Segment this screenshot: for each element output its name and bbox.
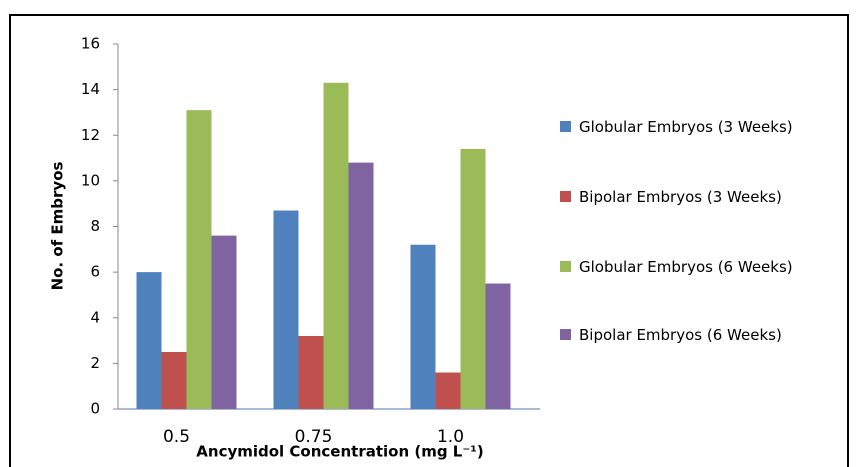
legend-label: Bipolar Embryos (6 Weeks)	[579, 326, 782, 344]
x-tick-label: 0.75	[295, 427, 333, 447]
bar	[435, 372, 461, 409]
bar	[410, 244, 436, 409]
bar	[460, 148, 486, 409]
y-tick-label: 2	[90, 354, 100, 372]
bar	[136, 272, 162, 409]
bar	[323, 82, 349, 409]
bar	[348, 162, 374, 409]
legend-label: Bipolar Embryos (3 Weeks)	[579, 188, 782, 206]
y-tick-label: 14	[81, 80, 100, 98]
legend-entry: Globular Embryos (3 Weeks)	[560, 115, 845, 139]
frame	[9, 14, 849, 467]
legend-label: Globular Embryos (6 Weeks)	[579, 258, 793, 276]
x-tick-label: 1.0	[437, 427, 464, 447]
legend-swatch	[560, 329, 571, 340]
y-tick-label: 6	[90, 263, 100, 281]
legend-entry: Bipolar Embryos (3 Weeks)	[560, 185, 845, 209]
y-tick-label: 12	[81, 126, 100, 144]
bar	[211, 235, 237, 409]
bar	[485, 283, 511, 409]
legend-swatch	[560, 121, 571, 132]
legend-swatch	[560, 191, 571, 202]
legend-swatch	[560, 261, 571, 272]
y-axis-title: No. of Embryos	[49, 162, 67, 291]
x-tick-label: 0.5	[163, 427, 190, 447]
bar	[161, 351, 187, 409]
bar	[273, 210, 299, 409]
x-axis-title: Ancymidol Concentration (mg L⁻¹)	[196, 443, 483, 461]
y-tick-label: 0	[90, 400, 100, 418]
y-tick-label: 4	[90, 308, 100, 326]
y-tick-label: 10	[81, 171, 100, 189]
legend-entry: Bipolar Embryos (6 Weeks)	[560, 323, 845, 347]
legend-label: Globular Embryos (3 Weeks)	[579, 118, 793, 136]
bar	[298, 336, 324, 409]
y-tick-label: 8	[90, 217, 100, 235]
y-tick-label: 16	[81, 35, 100, 53]
bar	[186, 110, 212, 409]
legend-entry: Globular Embryos (6 Weeks)	[560, 255, 845, 279]
